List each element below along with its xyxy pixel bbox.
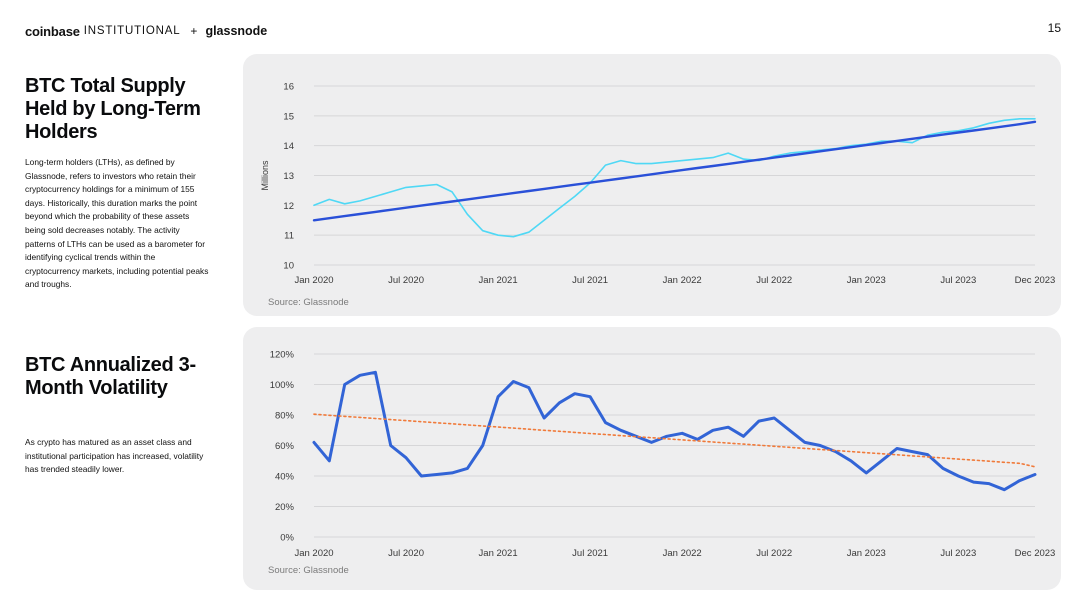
brand-logo: coinbase INSTITUTIONAL + glassnode — [25, 22, 267, 40]
y-tick-label: 120% — [270, 350, 295, 361]
y-tick-label: 0% — [280, 533, 294, 544]
section-description-volatility: As crypto has matured as an asset class … — [25, 437, 204, 475]
section-title-volatility: BTC Annualized 3-Month Volatility — [25, 354, 196, 399]
supply-chart-panel: 10 11 12 13 14 15 16 Jan 2020 Jul 2020 Jan 2021 Ju… — [243, 54, 1061, 316]
partner-name: glassnode — [205, 24, 268, 38]
volatility-chart: 0% 20% 40% 60% 80% 100% 120% Jan 2020 Jul 2020 Ja… — [270, 350, 1056, 560]
y-tick-label: 14 — [283, 141, 294, 152]
brand-plus: + — [190, 24, 198, 38]
x-tick-label: Dec 2023 — [1015, 548, 1056, 559]
x-tick-label: Jan 2021 — [479, 548, 518, 559]
y-axis-title: Millions — [260, 160, 270, 191]
x-tick-label: Jul 2023 — [940, 275, 976, 286]
x-tick-label: Jul 2020 — [388, 548, 424, 559]
y-tick-label: 15 — [283, 111, 294, 122]
y-tick-label: 60% — [275, 441, 295, 452]
x-tick-label: Jan 2023 — [847, 548, 886, 559]
volatility-trend-line — [313, 413, 1036, 468]
x-tick-label: Jan 2021 — [479, 275, 518, 286]
x-tick-label: Jan 2020 — [294, 548, 333, 559]
x-tick-label: Jan 2023 — [847, 275, 886, 286]
x-tick-label: Jul 2020 — [388, 275, 424, 286]
lth-trend-line — [312, 120, 1037, 222]
x-tick-label: Jul 2023 — [940, 548, 976, 559]
chart-source-volatility: Source: Glassnode — [268, 565, 349, 576]
y-tick-label: 100% — [270, 380, 295, 391]
x-tick-label: Jul 2021 — [572, 275, 608, 286]
y-tick-label: 10 — [283, 261, 294, 272]
supply-chart: 10 11 12 13 14 15 16 Jan 2020 Jul 2020 Jan 2021 Ju… — [260, 82, 1056, 287]
chart-source-supply: Source: Glassnode — [268, 297, 349, 308]
section-title-supply: BTC Total Supply Held by Long-Term Holde… — [25, 75, 201, 143]
y-tick-label: 40% — [275, 472, 295, 483]
y-tick-label: 16 — [283, 82, 294, 93]
x-tick-label: Jul 2021 — [572, 548, 608, 559]
page-number: 15 — [1047, 21, 1061, 35]
x-tick-label: Jul 2022 — [756, 548, 792, 559]
gridlines — [314, 353, 1035, 538]
y-tick-label: 11 — [284, 231, 294, 242]
y-tick-label: 12 — [283, 201, 294, 212]
x-tick-label: Dec 2023 — [1015, 275, 1056, 286]
lth-supply-line — [313, 118, 1036, 238]
volatility-chart-panel: 0% 20% 40% 60% 80% 100% 120% Jan 2020 Jul 2020 Ja… — [243, 327, 1061, 590]
section-description-supply: Long-term holders (LTHs), as defined by … — [25, 157, 209, 290]
y-tick-label: 20% — [275, 502, 295, 513]
brand-name: coinbase — [25, 23, 80, 39]
volatility-line — [312, 370, 1037, 492]
gridlines — [314, 85, 1035, 266]
x-tick-label: Jan 2022 — [663, 548, 702, 559]
x-tick-label: Jan 2022 — [663, 275, 702, 286]
brand-subtitle: INSTITUTIONAL — [83, 25, 181, 37]
x-tick-label: Jan 2020 — [294, 275, 333, 286]
y-tick-label: 80% — [275, 411, 295, 422]
y-tick-label: 13 — [283, 171, 294, 182]
x-tick-label: Jul 2022 — [756, 275, 792, 286]
